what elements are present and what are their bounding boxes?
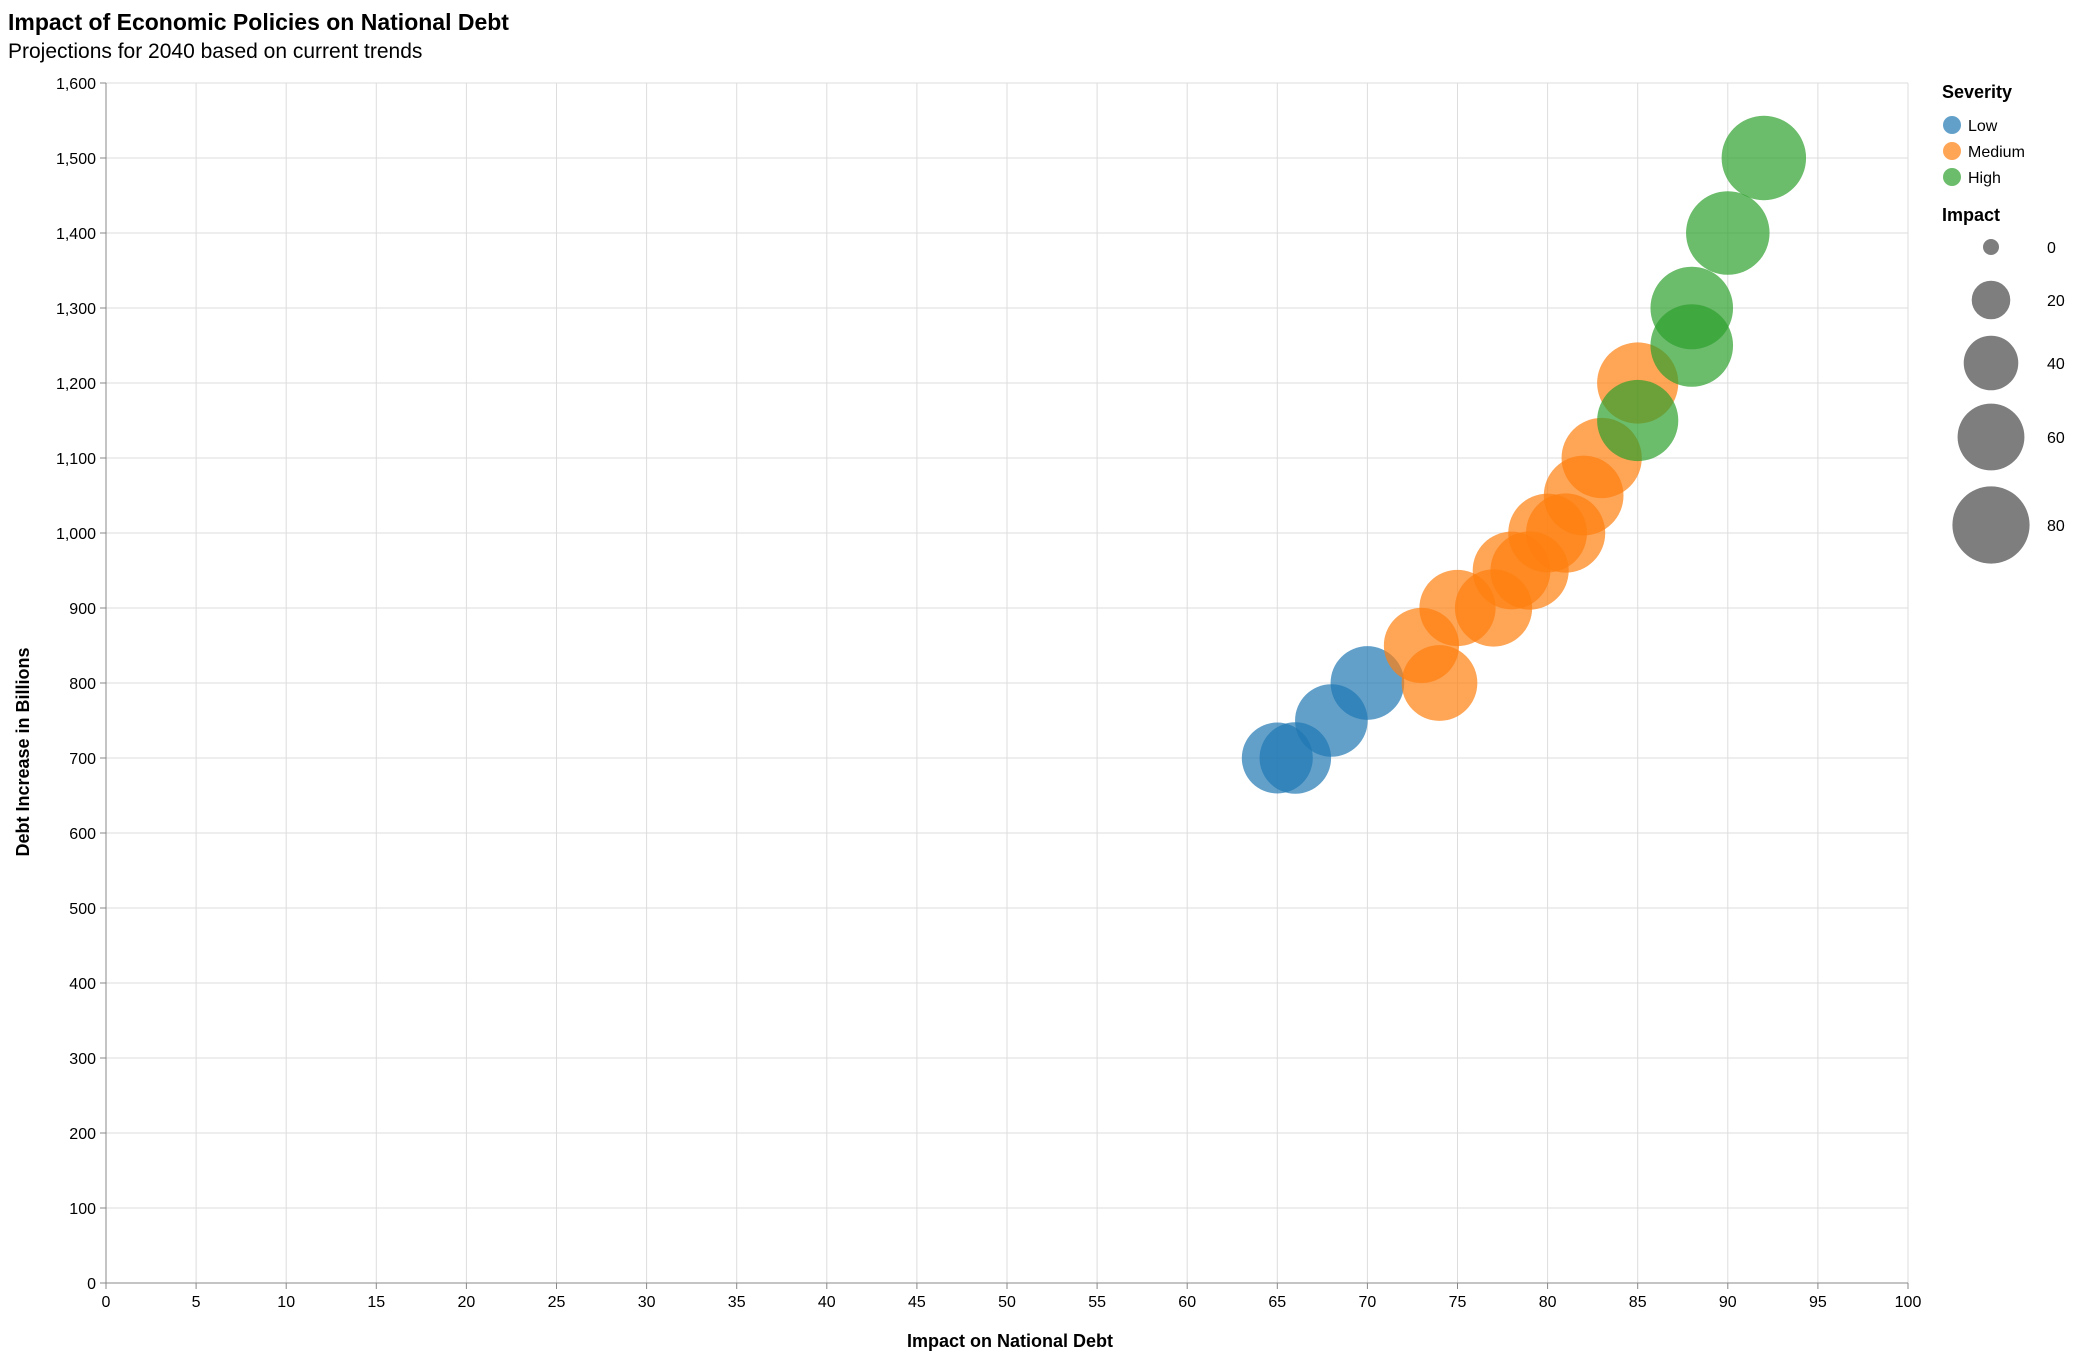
legend-swatch-medium <box>1943 142 1961 160</box>
y-tick-label: 0 <box>87 1276 96 1293</box>
legend-label-high: High <box>1968 170 2001 187</box>
y-tick-label: 800 <box>69 676 96 693</box>
y-tick-label: 1,500 <box>56 151 96 168</box>
x-tick-label: 100 <box>1895 1294 1922 1311</box>
x-tick-label: 0 <box>102 1294 111 1311</box>
x-tick-label: 40 <box>818 1294 836 1311</box>
y-tick-label: 1,100 <box>56 451 96 468</box>
x-axis-title: Impact on National Debt <box>907 1331 1113 1351</box>
data-point-low <box>1330 646 1405 720</box>
chart-subtitle: Projections for 2040 based on current tr… <box>8 40 422 63</box>
impact-legend-title: Impact <box>1942 205 2000 225</box>
y-tick-label: 1,400 <box>56 226 96 243</box>
y-tick-label: 300 <box>69 1051 96 1068</box>
size-legend-label: 40 <box>2047 356 2065 373</box>
y-tick-label: 700 <box>69 751 96 768</box>
data-point-high <box>1686 191 1770 275</box>
chart-title: Impact of Economic Policies on National … <box>8 9 509 35</box>
data-point-high <box>1597 379 1679 462</box>
x-tick-label: 55 <box>1088 1294 1106 1311</box>
data-point-medium <box>1401 645 1478 721</box>
data-point-high <box>1721 115 1807 201</box>
size-legend-label: 20 <box>2047 293 2065 310</box>
y-tick-label: 1,000 <box>56 526 96 543</box>
x-tick-label: 50 <box>998 1294 1016 1311</box>
legend-label-low: Low <box>1968 118 1998 135</box>
legend: Severity Low Medium High Impact 0 20 40 60 80 <box>1942 82 2065 564</box>
x-tick-label: 5 <box>192 1294 201 1311</box>
size-legend-circle <box>1983 239 1999 255</box>
y-tick-label: 1,300 <box>56 301 96 318</box>
y-tick-label: 1,200 <box>56 376 96 393</box>
data-points <box>1241 115 1807 794</box>
x-tick-label: 30 <box>638 1294 656 1311</box>
size-legend-circle <box>1952 486 2030 564</box>
x-tick-label: 60 <box>1178 1294 1196 1311</box>
y-tick-label: 600 <box>69 826 96 843</box>
x-tick-label: 10 <box>277 1294 295 1311</box>
x-tick-label: 95 <box>1809 1294 1827 1311</box>
legend-swatch-low <box>1943 116 1961 134</box>
y-tick-label: 200 <box>69 1126 96 1143</box>
y-tick-label: 100 <box>69 1201 96 1218</box>
x-tick-label: 65 <box>1268 1294 1286 1311</box>
gridlines <box>105 82 1909 1284</box>
y-tick-label: 500 <box>69 901 96 918</box>
severity-legend-title: Severity <box>1942 82 2012 102</box>
x-tick-label: 80 <box>1539 1294 1557 1311</box>
y-tick-label: 900 <box>69 601 96 618</box>
x-tick-label: 35 <box>728 1294 746 1311</box>
x-tick-label: 85 <box>1629 1294 1647 1311</box>
data-point-high <box>1650 266 1734 350</box>
size-legend-label: 60 <box>2047 430 2065 447</box>
size-legend-label: 0 <box>2047 240 2056 257</box>
size-legend-circle <box>1957 403 2025 471</box>
severity-legend-entries: Low Medium High <box>1943 116 2025 187</box>
legend-label-medium: Medium <box>1968 144 2025 161</box>
x-tick-label: 90 <box>1719 1294 1737 1311</box>
x-tick-label: 25 <box>548 1294 566 1311</box>
size-legend-circle <box>1971 280 2011 320</box>
impact-legend-entries: 0 20 40 60 80 <box>1952 239 2065 564</box>
x-tick-label: 75 <box>1449 1294 1467 1311</box>
axes: 0 5 10 15 20 25 30 35 40 45 50 55 60 65 70 75 80 85 90 95 10… <box>56 76 1921 1311</box>
y-tick-label: 1,600 <box>56 76 96 93</box>
x-tick-label: 20 <box>458 1294 476 1311</box>
x-tick-label: 70 <box>1359 1294 1377 1311</box>
y-tick-label: 400 <box>69 976 96 993</box>
size-legend-label: 80 <box>2047 518 2065 535</box>
legend-swatch-high <box>1943 168 1961 186</box>
size-legend-circle <box>1963 335 2019 391</box>
x-tick-label: 15 <box>367 1294 385 1311</box>
x-tick-label: 45 <box>908 1294 926 1311</box>
y-axis-title: Debt Increase in Billions <box>13 647 33 856</box>
